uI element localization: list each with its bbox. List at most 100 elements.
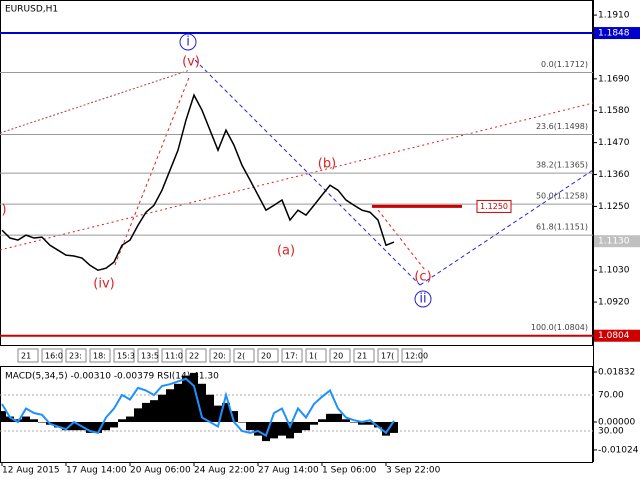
period-box <box>161 348 183 363</box>
level-box <box>594 329 640 342</box>
x-tick-label: 27 Aug 14:00 <box>258 466 319 476</box>
period-label: 21 <box>357 352 367 361</box>
macd-bar <box>214 405 222 422</box>
period-label: 22 <box>189 352 199 361</box>
trend-line <box>114 74 191 266</box>
y-tick-label: 1.1360 <box>598 170 630 180</box>
period-box <box>185 348 207 363</box>
wave-label: (c) <box>414 270 431 285</box>
wave-label: i <box>186 35 190 50</box>
macd-bar <box>110 421 118 428</box>
price-line <box>1 93 395 272</box>
macd-bar <box>70 421 78 431</box>
level-box <box>594 235 640 248</box>
period-label: 23: <box>69 352 82 361</box>
macd-bar <box>118 419 126 422</box>
fib-label: 38.2(1.1365) <box>536 161 588 170</box>
y-tick-label: 1.0920 <box>598 298 630 308</box>
wave-label: ii <box>419 292 426 307</box>
x-tick-label: 24 Aug 22:00 <box>194 466 255 476</box>
period-label: 20 <box>333 352 343 361</box>
macd-bar <box>390 421 398 433</box>
y-tick-label: 1.1580 <box>598 106 630 116</box>
x-tick-label: 1 Sep 06:00 <box>322 466 377 476</box>
macd-bar <box>366 421 374 425</box>
macd-bar <box>310 421 318 425</box>
period-box <box>401 348 423 363</box>
macd-bar <box>358 421 366 425</box>
macd-bar <box>318 419 326 422</box>
macd-bar <box>230 411 238 422</box>
period-label: 20 <box>261 352 271 361</box>
trend-line <box>0 69 191 134</box>
macd-bar <box>174 383 182 422</box>
macd-bar <box>382 421 390 436</box>
y-tick-label: 1.1250 <box>598 202 630 212</box>
period-box <box>65 348 87 363</box>
level-label: 1.1848 <box>598 29 630 39</box>
macd-bar <box>190 372 198 422</box>
x-tick-label: 3 Sep 22:00 <box>386 466 441 476</box>
y2-tick-label: 70.00 <box>598 390 624 400</box>
macd-bar <box>86 421 94 433</box>
wave-label: ) <box>1 203 6 218</box>
macd-bar <box>294 421 302 433</box>
target-label: 1.1250 <box>480 202 508 211</box>
macd-bar <box>6 416 14 422</box>
macd-bar <box>142 402 150 422</box>
chart-title: EURUSD,H1 <box>5 5 58 15</box>
trend-line <box>0 102 594 251</box>
period-box <box>41 348 63 363</box>
macd-bar <box>182 375 190 422</box>
macd-bar <box>342 419 350 422</box>
period-box <box>353 348 375 363</box>
rsi-line <box>1 377 395 437</box>
wave-label: (b) <box>318 157 336 172</box>
macd-bar <box>326 413 334 422</box>
y-tick-label: 0.01832 <box>598 368 635 378</box>
macd-bar <box>158 394 166 422</box>
macd-bar <box>238 421 246 423</box>
macd-bar <box>150 400 158 422</box>
macd-bar <box>30 419 38 422</box>
macd-bar <box>0 411 6 422</box>
macd-bar <box>38 421 46 423</box>
x-tick-label: 17 Aug 14:00 <box>66 466 127 476</box>
fib-label: 100.0(1.0804) <box>531 323 588 332</box>
macd-bar <box>374 421 382 428</box>
wave-label: (iv) <box>93 277 114 292</box>
macd-bar <box>222 402 230 422</box>
macd-bar <box>22 416 30 422</box>
macd-bar <box>350 421 358 423</box>
macd-bar <box>286 421 294 439</box>
period-label: 2( <box>237 352 245 361</box>
y-tick-label: 1.1910 <box>598 11 630 21</box>
period-box <box>329 348 351 363</box>
macd-bar <box>270 421 278 439</box>
period-box <box>257 348 279 363</box>
indicator-title: MACD(5,34,5) -0.00310 -0.00379 RSI(14) 4… <box>5 372 219 382</box>
macd-bar <box>302 421 310 431</box>
y-tick-label: -0.01024 <box>598 445 639 455</box>
y-tick-label: 1.1470 <box>598 138 630 148</box>
y-tick-label: 0.00000 <box>598 417 635 427</box>
period-label: 11:0 <box>165 352 183 361</box>
fib-label: 0.0(1.1712) <box>541 60 588 69</box>
period-box <box>281 348 303 363</box>
macd-bar <box>246 421 254 431</box>
y-tick-label: 1.1030 <box>598 266 630 276</box>
macd-bar <box>62 421 70 431</box>
period-box <box>17 348 39 363</box>
period-box <box>113 348 135 363</box>
macd-bar <box>278 421 286 436</box>
period-label: 15:3 <box>117 352 135 361</box>
level-label: 1.1130 <box>598 237 630 247</box>
period-box <box>137 348 159 363</box>
level-box <box>594 27 640 40</box>
period-label: 18: <box>93 352 106 361</box>
y2-tick-label: 30.00 <box>598 427 624 437</box>
macd-bar <box>262 421 270 442</box>
period-label: 21 <box>21 352 31 361</box>
